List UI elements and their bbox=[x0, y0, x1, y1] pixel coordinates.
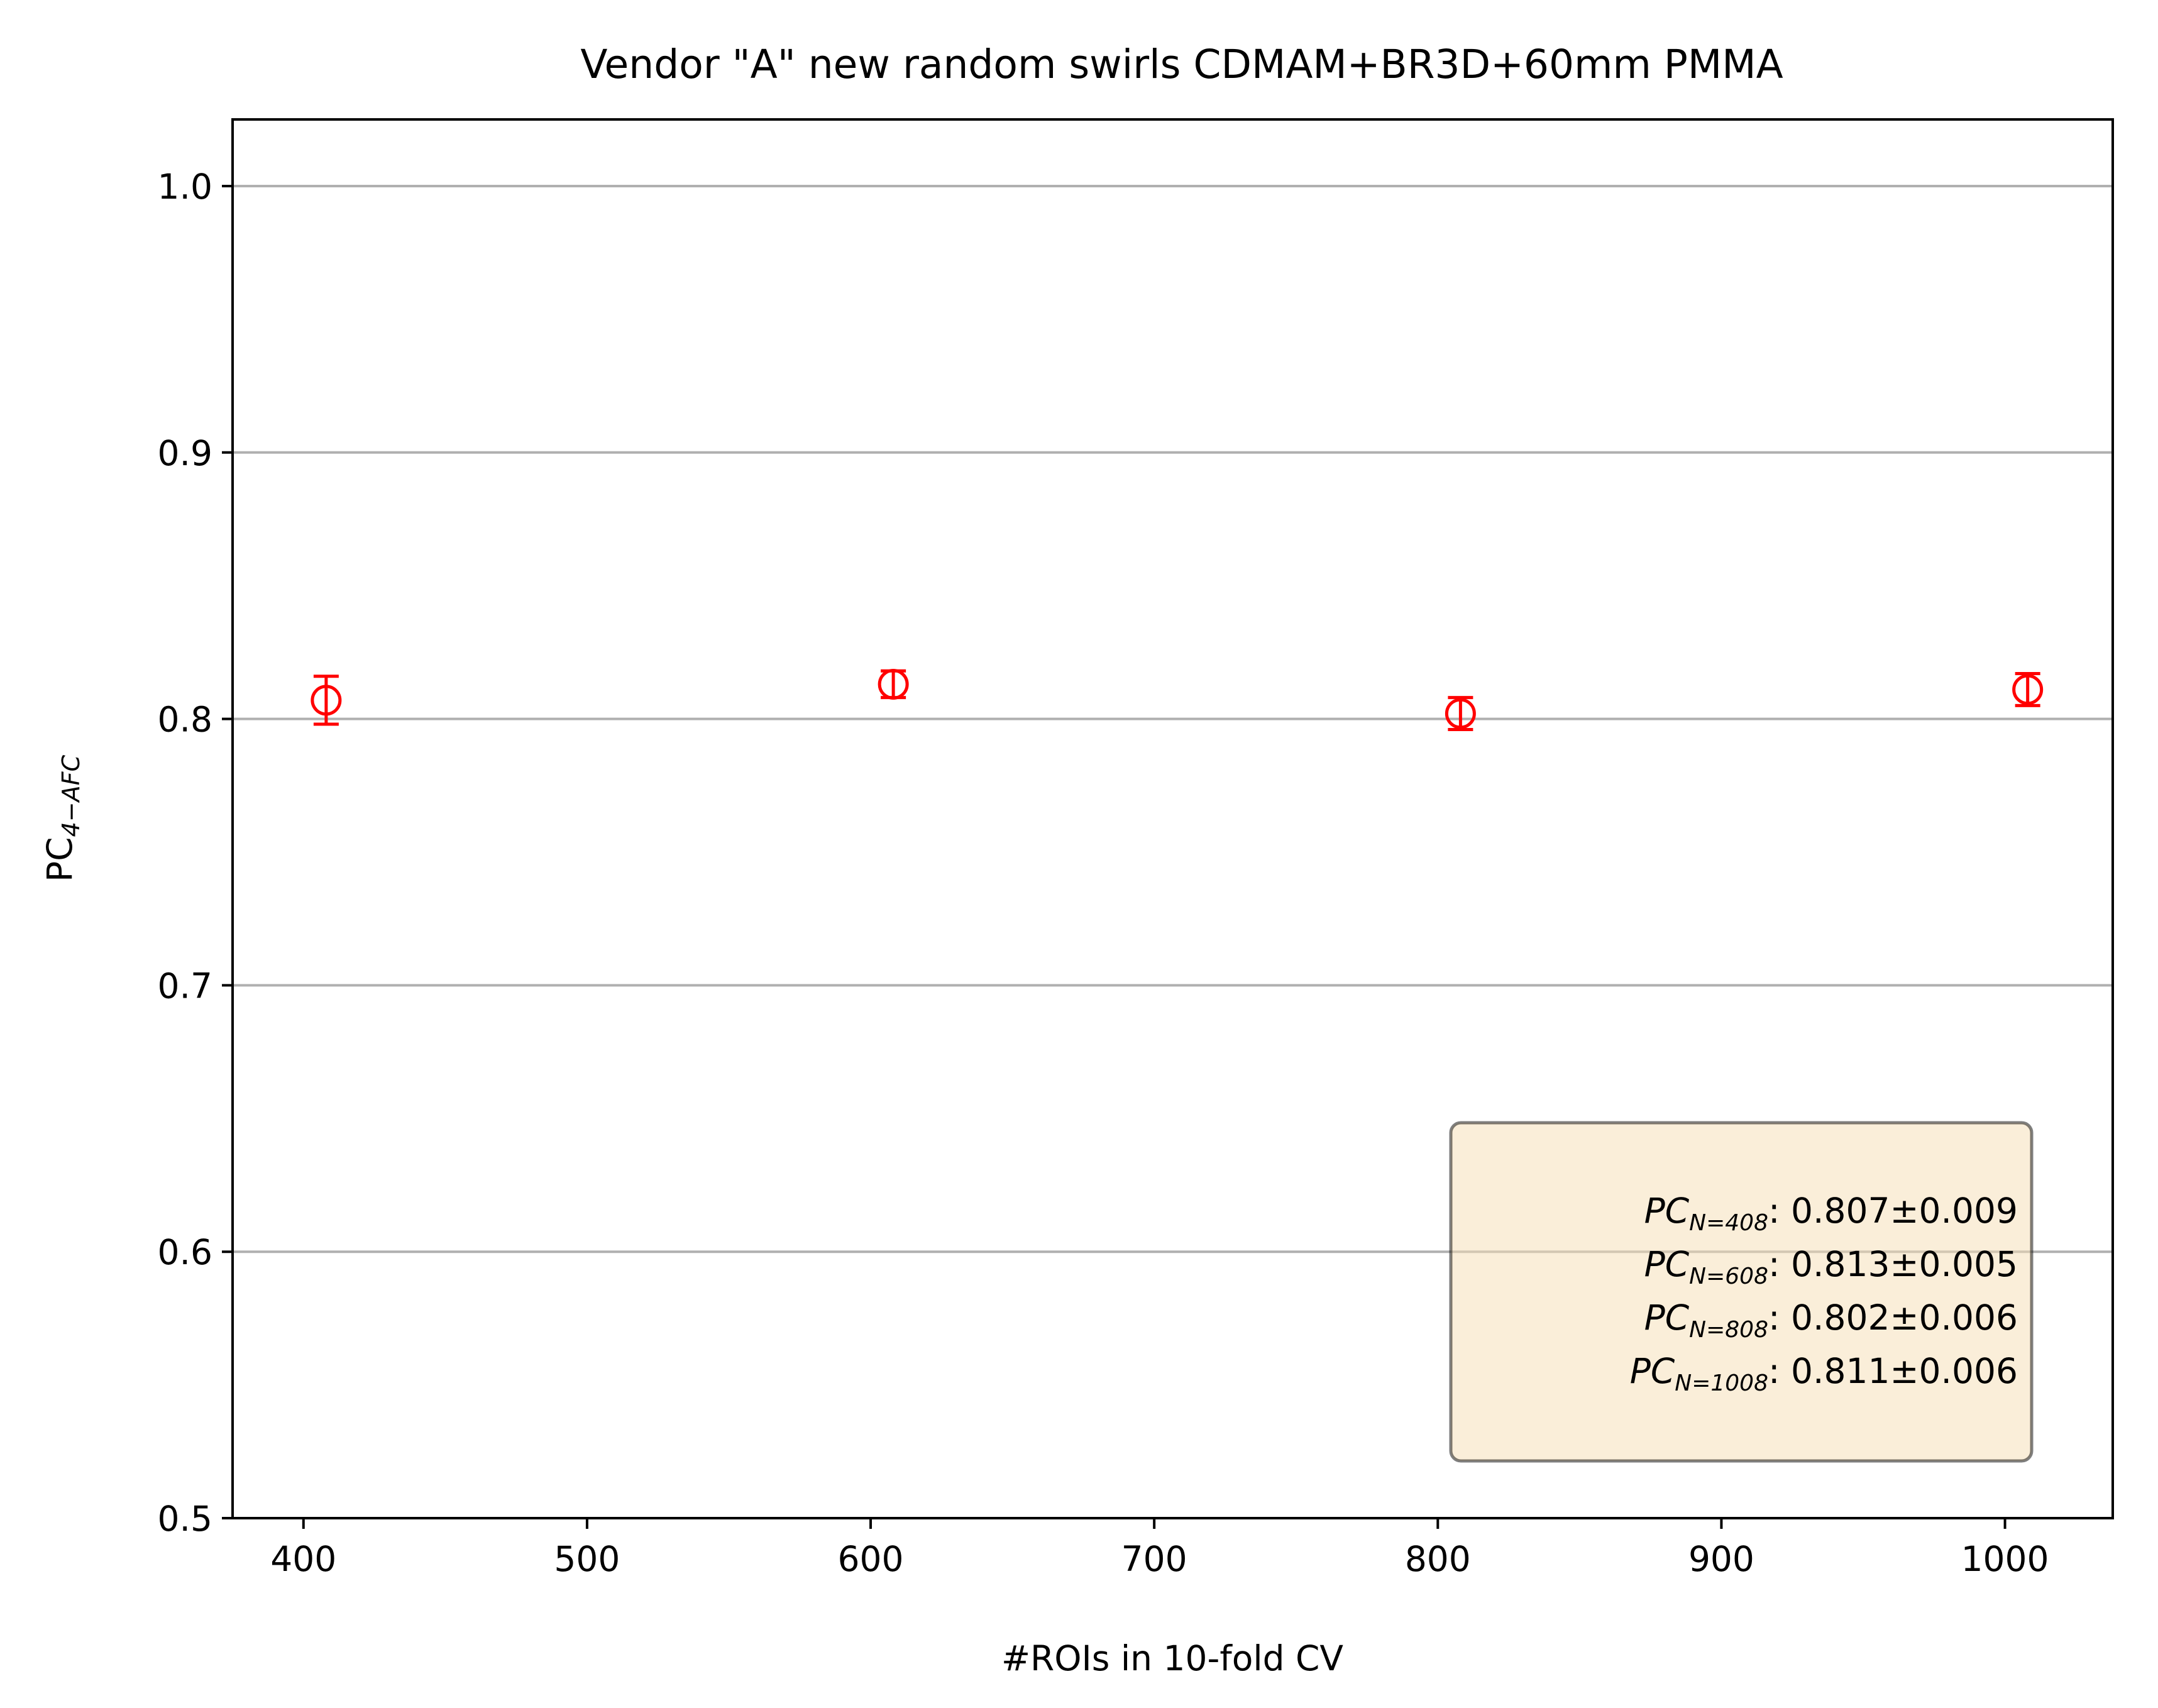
annotation-subscript-3: N=1008 bbox=[1675, 1370, 1768, 1396]
chart-title: Vendor "A" new random swirls CDMAM+BR3D+… bbox=[580, 41, 1783, 87]
x-tick-label-4: 800 bbox=[1405, 1539, 1471, 1579]
y-tick-label-2: 0.7 bbox=[158, 966, 212, 1006]
plot-frame bbox=[231, 118, 2114, 1519]
x-tick-label-3: 700 bbox=[1121, 1539, 1187, 1579]
y-tick-label-0: 0.5 bbox=[158, 1499, 212, 1539]
y-axis-label: PC4−AFC bbox=[40, 755, 85, 882]
data-series bbox=[311, 668, 2044, 732]
x-tick-label-2: 600 bbox=[838, 1539, 904, 1579]
y-axis-label-subscript: 4−AFC bbox=[57, 755, 85, 837]
annotation-pc-3: PC bbox=[1630, 1351, 1675, 1391]
annotation-box bbox=[1449, 1121, 2034, 1463]
annotation-subscript-0: N=408 bbox=[1689, 1210, 1768, 1236]
annotation-pc-2: PC bbox=[1644, 1298, 1690, 1338]
annotation-value-0: : 0.807±0.009 bbox=[1768, 1191, 2018, 1231]
y-tick-label-3: 0.8 bbox=[158, 700, 212, 740]
annotation-line-0: PCN=408: 0.807±0.009 bbox=[1644, 1191, 2018, 1236]
data-point-1 bbox=[878, 668, 909, 700]
annotation-pc-1: PC bbox=[1644, 1244, 1690, 1284]
annotation-line-3: PCN=1008: 0.811±0.006 bbox=[1630, 1351, 2018, 1396]
annotation-line-2: PCN=808: 0.802±0.006 bbox=[1644, 1298, 2018, 1343]
x-tick-label-0: 400 bbox=[270, 1539, 336, 1579]
data-point-3 bbox=[2012, 672, 2044, 707]
marker-0 bbox=[311, 685, 342, 716]
x-tick-label-6: 1000 bbox=[1961, 1539, 2049, 1579]
marker-2 bbox=[1445, 698, 1476, 729]
annotation-line-1: PCN=608: 0.813±0.005 bbox=[1644, 1244, 2018, 1289]
data-point-0 bbox=[311, 675, 342, 726]
y-tick-label-4: 0.9 bbox=[158, 433, 212, 473]
annotation-value-1: : 0.813±0.005 bbox=[1768, 1244, 2018, 1284]
annotation-pc-0: PC bbox=[1644, 1191, 1690, 1231]
y-axis: 0.5 0.6 0.7 0.8 0.9 1.0 bbox=[158, 167, 233, 1539]
annotation-subscript-2: N=808 bbox=[1689, 1317, 1768, 1343]
annotation-value-3: : 0.811±0.006 bbox=[1768, 1351, 2018, 1391]
x-axis: 400 500 600 700 800 900 1000 bbox=[270, 1518, 2049, 1579]
x-tick-label-5: 900 bbox=[1688, 1539, 1754, 1579]
y-tick-label-5: 1.0 bbox=[158, 167, 212, 207]
annotation-subscript-1: N=608 bbox=[1689, 1264, 1768, 1289]
x-axis-label: #ROIs in 10-fold CV bbox=[1001, 1638, 1343, 1678]
annotation-value-2: : 0.802±0.006 bbox=[1768, 1298, 2018, 1338]
marker-3 bbox=[2012, 674, 2044, 705]
y-axis-label-main: PC bbox=[40, 837, 80, 882]
marker-1 bbox=[878, 668, 909, 700]
x-tick-label-1: 500 bbox=[554, 1539, 620, 1579]
y-tick-label-1: 0.6 bbox=[158, 1232, 212, 1272]
data-point-2 bbox=[1445, 696, 1476, 732]
